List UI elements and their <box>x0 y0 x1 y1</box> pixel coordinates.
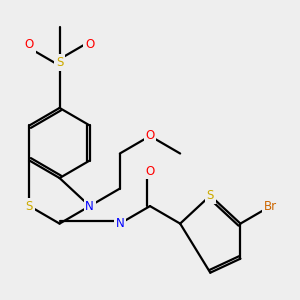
Text: O: O <box>146 164 154 178</box>
Text: S: S <box>56 56 63 69</box>
Text: Br: Br <box>264 200 277 213</box>
Text: O: O <box>146 130 154 142</box>
Text: N: N <box>85 200 94 213</box>
Text: S: S <box>26 200 33 213</box>
Text: O: O <box>85 38 94 51</box>
Text: S: S <box>207 189 214 202</box>
Text: O: O <box>25 38 34 51</box>
Text: N: N <box>116 217 124 230</box>
